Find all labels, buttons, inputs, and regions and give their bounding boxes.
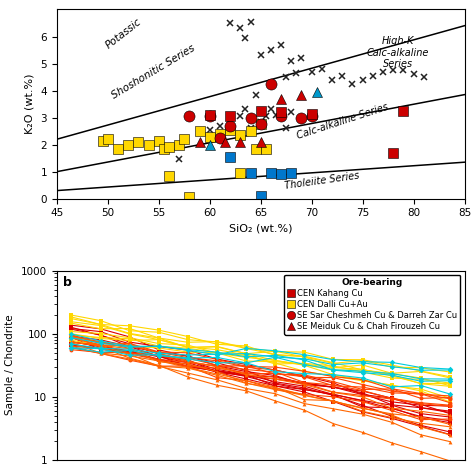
Text: Potassic: Potassic	[103, 17, 143, 51]
Legend: CEN Kahang Cu, CEN Dalli Cu+Au, SE Sar Cheshmeh Cu & Darreh Zar Cu, SE Meiduk Cu: CEN Kahang Cu, CEN Dalli Cu+Au, SE Sar C…	[284, 275, 460, 335]
Text: Shoshonitic Series: Shoshonitic Series	[110, 43, 197, 100]
X-axis label: SiO₂ (wt.%): SiO₂ (wt.%)	[229, 224, 292, 234]
Text: Calc-alkaline Series: Calc-alkaline Series	[295, 102, 389, 141]
Y-axis label: K₂O (wt.%): K₂O (wt.%)	[25, 74, 35, 134]
Y-axis label: Sample / Chondrite: Sample / Chondrite	[6, 315, 16, 416]
Text: High-K
Calc-alkaline
Series: High-K Calc-alkaline Series	[367, 36, 429, 69]
Text: Tholeiite Series: Tholeiite Series	[284, 171, 360, 191]
Text: b: b	[63, 276, 72, 289]
